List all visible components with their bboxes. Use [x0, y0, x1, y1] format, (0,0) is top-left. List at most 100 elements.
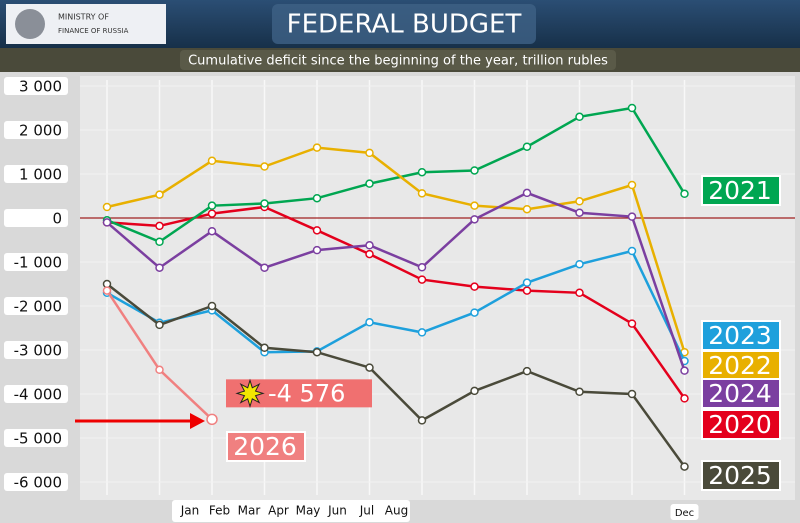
tick-label-box [4, 297, 68, 315]
data-point [312, 226, 322, 235]
y-tick-label: -6 000 [14, 474, 62, 492]
data-point [417, 275, 427, 284]
data-point [680, 189, 689, 199]
logo-text: MINISTRY OF [58, 13, 109, 22]
legend-label: 2022 [708, 351, 772, 380]
data-point [575, 208, 584, 217]
data-point [260, 162, 269, 171]
data-point [102, 286, 112, 295]
legend-box [701, 320, 781, 351]
logo-text: FINANCE OF RUSSIA [58, 27, 129, 35]
data-point [312, 347, 322, 357]
legend-label: 2024 [708, 379, 772, 408]
data-point [575, 112, 584, 122]
data-point [417, 416, 427, 425]
data-point [575, 197, 584, 206]
data-point [627, 103, 637, 113]
legend-box [701, 409, 781, 440]
data-point [207, 201, 217, 210]
tick-label-box [4, 121, 68, 139]
y-tick-label: -2 000 [14, 298, 62, 316]
data-point [627, 389, 637, 399]
data-point [102, 202, 112, 212]
data-point [365, 241, 374, 250]
series-line [106, 106, 686, 244]
data-point [365, 249, 374, 259]
data-point [260, 199, 269, 208]
subtitle-box [180, 50, 616, 70]
y-tick-label: 3 000 [19, 78, 62, 96]
y-tick-label: -5 000 [14, 430, 62, 448]
data-point [206, 413, 218, 426]
x-tick-label: Jan [180, 504, 200, 518]
data-point [470, 386, 479, 396]
series-line [106, 283, 686, 468]
data-point [470, 308, 479, 317]
burst-icon [235, 378, 265, 409]
tick-label-box [4, 385, 68, 403]
tick-label-box [4, 429, 68, 447]
chart-subtitle: Cumulative deficit since the beginning o… [188, 54, 608, 69]
y-tick-label: -4 000 [14, 386, 62, 404]
data-point [207, 156, 217, 166]
x-tick-label: Mar [238, 504, 261, 518]
data-point [680, 394, 689, 403]
series-line [106, 249, 686, 362]
x-tick-label: Jul [359, 504, 374, 518]
data-point [312, 143, 322, 152]
data-point [207, 301, 217, 311]
legend-label: 2021 [708, 176, 772, 205]
data-point [417, 263, 427, 272]
series-line [106, 191, 686, 372]
y-tick-label: 0 [52, 210, 62, 228]
data-point [417, 328, 427, 337]
data-point [575, 288, 584, 298]
data-point [522, 188, 532, 198]
logo-emblem [15, 9, 45, 39]
y-tick-label: 1 000 [19, 166, 62, 184]
data-point [155, 237, 164, 247]
data-point [365, 318, 374, 327]
data-point [102, 218, 112, 227]
tick-label-box [4, 165, 68, 183]
data-point [627, 212, 637, 221]
chart-title: FEDERAL BUDGET [287, 10, 522, 40]
series-line [106, 205, 686, 400]
data-point [470, 201, 479, 210]
y-tick-label: -3 000 [14, 342, 62, 360]
x-label-box [670, 504, 699, 520]
data-point [680, 366, 689, 375]
data-point [522, 142, 532, 151]
plot-area [80, 76, 795, 500]
series-line [106, 146, 686, 353]
x-label-box [172, 500, 410, 522]
data-point [155, 365, 164, 375]
data-point [470, 215, 479, 224]
data-point [522, 278, 532, 287]
data-point [365, 148, 374, 158]
legend-label: 2020 [708, 410, 772, 439]
tick-label-box [4, 77, 68, 95]
data-point [522, 204, 532, 214]
x-tick-label: Jun [327, 504, 347, 518]
legend-label: 2026 [233, 432, 297, 461]
data-point [260, 263, 269, 272]
data-point [522, 286, 532, 295]
data-point [207, 209, 217, 218]
data-point [522, 366, 532, 376]
legend-label: 2023 [708, 321, 772, 350]
data-point [417, 167, 427, 177]
data-point [155, 320, 164, 330]
data-point [470, 282, 479, 291]
data-point [627, 246, 637, 256]
x-tick-label: Apr [268, 504, 289, 518]
data-point [155, 263, 164, 272]
data-point [312, 193, 322, 203]
tick-label-box [4, 341, 68, 359]
tick-label-box [4, 209, 68, 227]
x-tick-label: May [296, 504, 321, 518]
y-tick-label: -1 000 [14, 254, 62, 272]
tick-label-box [4, 253, 68, 271]
x-tick-label: Dec [675, 508, 694, 519]
y-tick-label: 2 000 [19, 122, 62, 140]
